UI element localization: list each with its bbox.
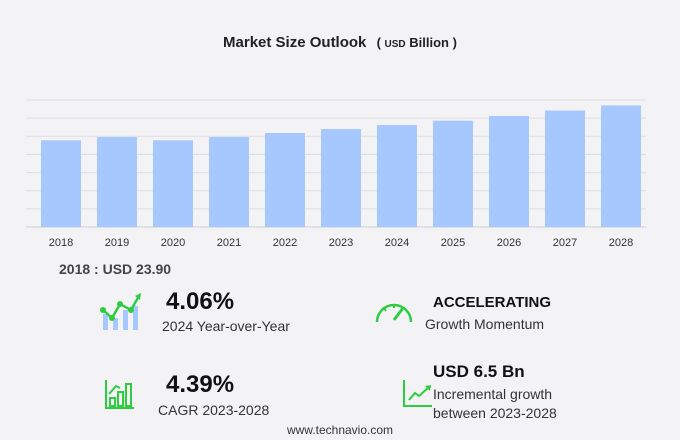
bar-chart: 2018 2019 2020 2021 2022 2023 2024 2025 2026 2027… [26,99,646,249]
base-year-value: 2018 : USD 23.90 [59,261,172,277]
x-tick-label: 2019 [105,237,129,249]
bar-2025 [433,120,473,227]
bar-2024 [377,125,417,227]
momentum-label: Growth Momentum [425,316,545,332]
x-tick-label: 2018 [49,237,73,249]
x-tick-label: 2021 [217,237,241,249]
bar-2026 [489,115,529,227]
trend-line-icon [403,380,432,407]
x-tick-label: 2022 [273,237,297,249]
x-tick-label: 2024 [385,237,409,249]
yoy-label: 2024 Year-over-Year [162,318,290,334]
bar-2028 [601,105,641,227]
bar-2020 [153,140,193,227]
bar-2023 [321,129,361,227]
x-tick-label: 2025 [441,237,465,249]
incremental-value: USD 6.5 Bn [433,362,525,381]
speedometer-icon [375,303,413,323]
x-tick-label: 2027 [553,237,577,249]
x-tick-label: 2020 [161,237,185,249]
title-text: Market Size Outlook [223,34,367,51]
x-tick-label: 2023 [329,237,353,249]
bar-2027 [545,110,585,227]
unit-prefix: USD [384,39,406,50]
incremental-label-2: between 2023-2028 [433,405,557,421]
unit-text: Billion [409,35,449,50]
cagr-value: 4.39% [166,371,235,398]
x-tick-label: 2026 [497,237,521,249]
x-tick-label: 2028 [609,237,633,249]
bar-2021 [209,137,249,227]
cagr-label: CAGR 2023-2028 [158,402,270,418]
bar-2019 [97,137,137,227]
growth-chart-icon [100,293,141,330]
momentum-value: ACCELERATING [433,294,552,311]
incremental-label-1: Incremental growth [433,386,553,402]
footer-url: www.technavio.com [286,423,394,437]
chart-title: Market Size Outlook ( USD Billion ) [0,34,680,51]
bar-growth-icon [105,380,134,409]
yoy-value: 4.06% [166,288,235,315]
bar-2022 [265,133,305,227]
title-unit: ( USD Billion ) [376,35,457,50]
bar-2018 [41,140,81,227]
